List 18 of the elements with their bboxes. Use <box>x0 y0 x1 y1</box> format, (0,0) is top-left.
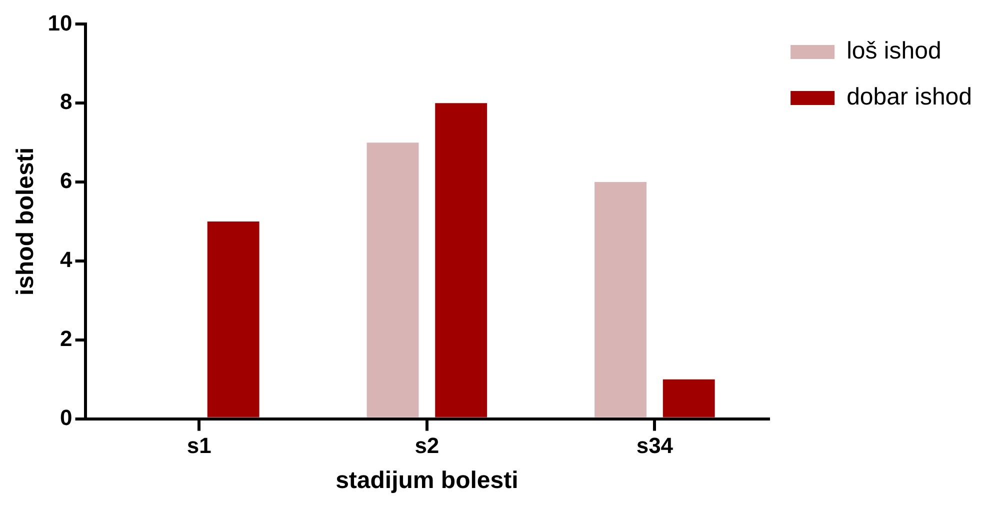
y-tick-label: 6 <box>60 168 72 194</box>
bar <box>662 379 715 418</box>
bar <box>435 103 488 418</box>
x-axis-title: stadijum bolesti <box>336 467 518 494</box>
x-tick-label: s1 <box>186 433 212 458</box>
y-tick-label: 0 <box>60 404 72 430</box>
y-tick-label: 10 <box>48 10 72 36</box>
y-tick-label: 4 <box>60 247 74 272</box>
bar <box>594 182 646 418</box>
x-tick-label: s34 <box>636 433 674 458</box>
x-tick-label: s2 <box>414 433 440 458</box>
bar <box>366 142 419 418</box>
legend-label: dobar ishod <box>846 84 972 111</box>
bar <box>207 222 260 418</box>
legend-label: loš ishod <box>846 38 942 65</box>
y-tick-label: 8 <box>60 89 72 114</box>
y-tick-label: 2 <box>60 326 72 351</box>
y-axis-title: ishod bolesti <box>12 147 40 296</box>
